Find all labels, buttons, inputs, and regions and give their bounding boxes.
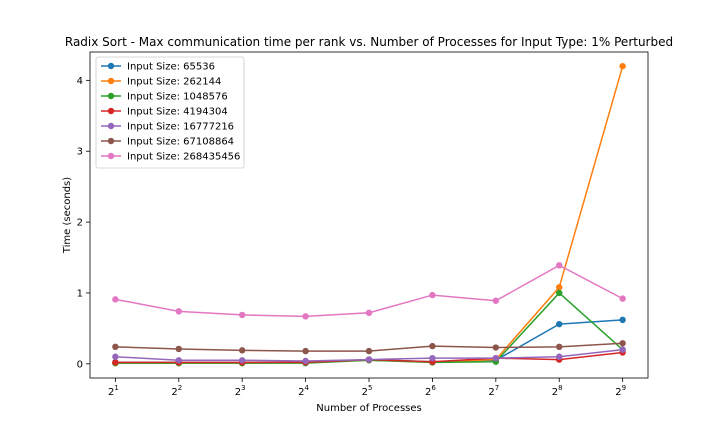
legend-label: Input Size: 16777216 — [127, 122, 234, 133]
legend-label: Input Size: 262144 — [127, 77, 221, 88]
x-tick-label: 24 — [298, 384, 309, 398]
data-point — [112, 343, 119, 351]
data-point — [619, 62, 626, 70]
x-tick-label: 23 — [235, 384, 246, 398]
legend-item: Input Size: 65536 — [101, 62, 215, 73]
legend-marker — [107, 62, 115, 70]
y-tick-label: 0 — [77, 359, 83, 370]
legend-marker — [107, 92, 115, 100]
legend-label: Input Size: 1048576 — [127, 92, 228, 103]
data-point — [429, 291, 436, 299]
legend-label: Input Size: 67108864 — [127, 137, 234, 148]
data-point — [112, 359, 119, 366]
data-point — [492, 354, 500, 362]
legend-marker — [107, 152, 115, 160]
legend-label: Input Size: 268435456 — [127, 152, 240, 163]
data-point — [365, 347, 373, 355]
data-point — [302, 347, 309, 355]
legend-marker — [107, 122, 115, 130]
y-tick-label: 2 — [77, 218, 83, 229]
data-point — [175, 308, 182, 315]
x-tick-label: 27 — [488, 384, 499, 398]
legend-item: Input Size: 16777216 — [101, 122, 234, 133]
data-point — [365, 356, 373, 363]
legend: Input Size: 65536 Input Size: 262144 Input… — [95, 56, 245, 169]
series-5 — [112, 346, 626, 365]
legend-box — [95, 56, 245, 169]
legend-marker — [107, 137, 115, 145]
data-point — [619, 346, 626, 353]
data-point — [238, 311, 246, 319]
data-point — [619, 295, 626, 302]
legend-item: Input Size: 67108864 — [101, 137, 234, 148]
data-point — [175, 357, 182, 364]
data-point — [492, 344, 500, 351]
data-point — [556, 343, 563, 351]
data-point — [112, 353, 119, 360]
data-point — [238, 347, 246, 354]
y-tick-label: 4 — [77, 76, 83, 87]
legend-item: Input Size: 262144 — [101, 77, 221, 88]
x-tick-label: 25 — [362, 384, 373, 398]
data-point — [556, 353, 563, 360]
data-point — [175, 345, 182, 353]
legend-label: Input Size: 4194304 — [127, 107, 228, 118]
data-point — [238, 357, 246, 364]
legend-item: Input Size: 4194304 — [101, 107, 228, 118]
legend-marker — [107, 107, 115, 115]
data-point — [429, 354, 436, 362]
series-group — [112, 62, 626, 367]
data-point — [302, 313, 309, 320]
data-point — [302, 357, 309, 365]
legend-label: Input Size: 65536 — [127, 62, 215, 73]
data-point — [556, 284, 563, 291]
data-point — [365, 309, 373, 316]
x-tick-label: 21 — [108, 384, 119, 398]
data-point — [429, 342, 436, 350]
legend-marker — [107, 77, 115, 85]
data-point — [556, 289, 563, 297]
x-axis-label: Number of Processes — [316, 403, 421, 414]
data-point — [556, 262, 563, 269]
y-axis-label: Time (seconds) — [62, 177, 73, 254]
data-point — [556, 320, 563, 328]
data-point — [619, 316, 626, 324]
data-point — [492, 297, 500, 304]
legend-item: Input Size: 1048576 — [101, 92, 228, 103]
y-tick-label: 3 — [77, 147, 83, 158]
data-point — [112, 296, 119, 303]
x-tick-label: 26 — [425, 384, 436, 398]
chart-title: Radix Sort - Max communication time per … — [65, 35, 673, 49]
x-tick-label: 29 — [615, 384, 626, 398]
x-axis: 21 22 23 24 25 26 27 28 29 — [108, 378, 626, 398]
y-tick-label: 1 — [77, 288, 83, 299]
series-6 — [112, 340, 626, 355]
x-tick-label: 22 — [171, 384, 182, 398]
legend-item: Input Size: 268435456 — [101, 152, 240, 163]
data-point — [619, 340, 626, 347]
x-tick-label: 28 — [552, 384, 563, 398]
series-7 — [112, 262, 626, 320]
y-axis: 0 1 2 3 4 — [77, 76, 90, 370]
